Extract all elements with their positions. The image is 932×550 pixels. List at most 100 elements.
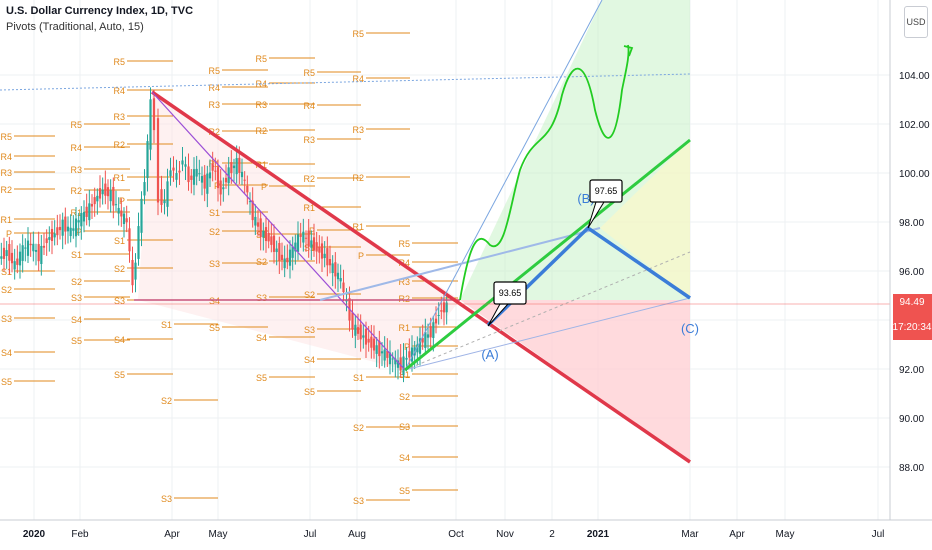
pivot-label: S2 <box>353 423 364 433</box>
time-axis[interactable]: 2020 Feb Apr May Jul Aug Oct Nov 2 2021 Mar Apr May J… <box>0 519 932 540</box>
candle-body <box>120 210 123 217</box>
candle-body <box>408 351 411 358</box>
x-tick-label: Aug <box>348 529 366 540</box>
pivot-label: P <box>309 226 315 236</box>
candle-body <box>16 258 19 265</box>
candle-body <box>302 231 305 243</box>
pivot-label: P <box>6 229 12 239</box>
candle-body <box>198 173 201 175</box>
candle-body <box>326 248 329 266</box>
candle-body <box>354 324 357 336</box>
candle-body <box>169 170 172 177</box>
currency-button[interactable]: USD <box>904 6 928 38</box>
channel-lower-line <box>404 297 691 371</box>
pivot-label: S2 <box>399 392 410 402</box>
candle-body <box>259 218 262 237</box>
candle-body <box>42 245 46 248</box>
pivot-label: S4 <box>1 348 12 358</box>
pivot-label: R5 <box>303 68 315 78</box>
candle-body <box>0 256 3 259</box>
candle-body <box>166 181 169 207</box>
candle-body <box>53 233 56 238</box>
pivot-label: S2 <box>304 290 315 300</box>
candle-body <box>82 212 86 222</box>
pivot-label: S3 <box>304 325 315 335</box>
candle-body <box>219 180 222 195</box>
x-tick-label: May <box>209 529 228 540</box>
candle-body <box>251 200 254 221</box>
candle-body <box>211 163 214 171</box>
candle-body <box>77 220 80 223</box>
candle-body <box>356 327 360 334</box>
candle-body <box>402 356 405 376</box>
candle-body <box>200 176 204 183</box>
candle-body <box>342 282 345 293</box>
x-tick-label: May <box>776 529 795 540</box>
wave-label-a: (A) <box>481 347 498 362</box>
candle-body <box>272 235 276 252</box>
candle-body <box>437 314 440 316</box>
neutral-projection-zone <box>600 140 690 298</box>
candle-body <box>32 243 35 252</box>
candle-body <box>396 360 400 368</box>
candle-body <box>163 200 166 204</box>
candle-body <box>445 302 448 313</box>
upper-dotted-line <box>0 73 691 91</box>
candle-body <box>156 118 160 203</box>
candle-body <box>112 186 115 206</box>
candle-body <box>367 338 370 343</box>
pivot-label: R5 <box>352 29 364 39</box>
candle-body <box>152 98 156 131</box>
candle-body <box>442 302 446 313</box>
candle-body <box>432 322 435 338</box>
pivot-label: R2 <box>70 186 82 196</box>
pivot-label: R3 <box>255 100 267 110</box>
candle-body <box>34 249 38 252</box>
pivot-label: S4 <box>399 453 410 463</box>
pivot-label: R3 <box>70 165 82 175</box>
candle-body <box>21 245 24 261</box>
candle-body <box>64 216 67 232</box>
candle-body <box>254 216 257 226</box>
bull-scenario-curve <box>459 44 630 301</box>
pivot-label: S5 <box>1 377 12 387</box>
candle-body <box>72 228 75 231</box>
candle-body <box>187 166 190 183</box>
wave-label-c: (C) <box>681 321 699 336</box>
pivot-label: R4 <box>352 74 364 84</box>
projection-zones <box>138 0 690 462</box>
price-axis[interactable]: 88.0090.0092.0094.0096.0098.00100.00102.… <box>889 0 930 520</box>
candle-body <box>106 187 110 197</box>
pivot-label: R4 <box>208 83 220 93</box>
pivot-label: R4 <box>398 258 410 268</box>
candle-body <box>216 167 220 189</box>
candle-body <box>203 174 206 189</box>
callout-a-text: 93.65 <box>499 288 522 298</box>
candle-body <box>40 245 43 264</box>
candle-body <box>8 244 11 261</box>
candle-body <box>227 167 230 184</box>
candle-body <box>405 357 408 360</box>
pivot-label: P <box>119 196 125 206</box>
candle-body <box>208 172 212 179</box>
candle-body <box>256 222 260 227</box>
pivot-label: R2 <box>0 185 12 195</box>
pivot-label: R5 <box>398 239 410 249</box>
candle-body <box>18 251 22 266</box>
candle-body <box>248 201 252 203</box>
pivot-label: R3 <box>113 112 125 122</box>
candle-body <box>283 258 286 269</box>
resistance-trendline <box>151 90 691 464</box>
candle-body <box>181 160 184 165</box>
pivot-label: P <box>404 342 410 352</box>
candle-body <box>134 262 137 280</box>
price-candles <box>0 87 448 383</box>
pivot-label: S3 <box>1 314 12 324</box>
callout-a-box <box>493 281 527 305</box>
pivot-label: S1 <box>71 250 82 260</box>
indicator-label[interactable]: Pivots (Traditional, Auto, 15) <box>6 21 144 33</box>
candle-body <box>370 336 373 348</box>
candle-body <box>192 169 196 185</box>
